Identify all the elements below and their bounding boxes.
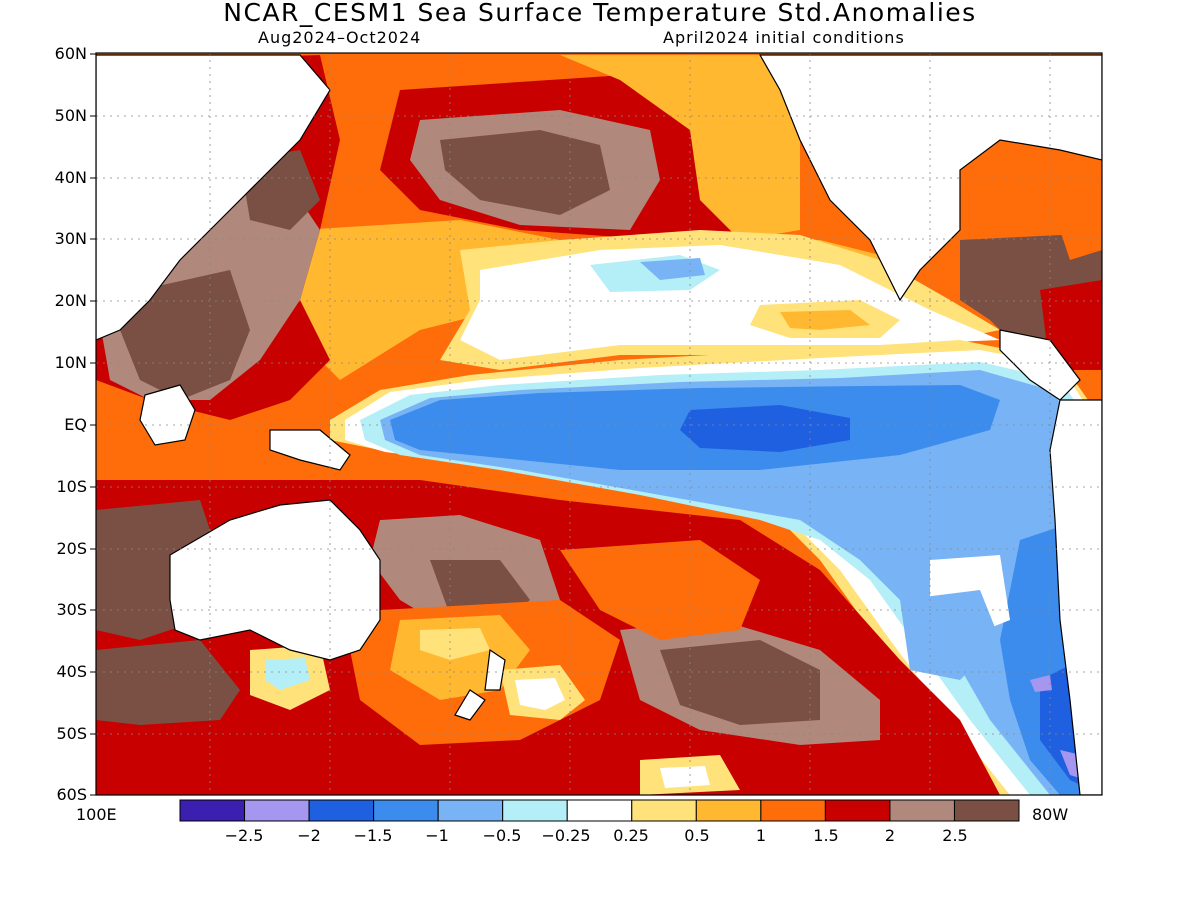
colorbar-tick: 1.5 bbox=[813, 826, 839, 845]
lat-label-20n: 20N bbox=[54, 291, 87, 310]
colorbar-tick: 2 bbox=[884, 826, 896, 845]
colorbar-swatch bbox=[373, 799, 439, 822]
australia bbox=[169, 499, 381, 661]
graticule bbox=[96, 53, 1102, 795]
colorbar-swatch bbox=[502, 799, 568, 822]
lat-ticks bbox=[90, 53, 96, 796]
colorbar-swatch bbox=[953, 799, 1020, 822]
colorbar-tick: −1 bbox=[425, 826, 449, 845]
colorbar-swatch bbox=[760, 799, 826, 822]
lat-label-40n: 40N bbox=[54, 168, 87, 187]
colorbar-swatch bbox=[244, 799, 310, 822]
neutral-band-north bbox=[440, 230, 1000, 370]
lat-label-40s: 40S bbox=[56, 662, 87, 681]
borneo bbox=[139, 384, 196, 446]
colorbar-tick: 0.25 bbox=[613, 826, 649, 845]
new-zealand-north bbox=[484, 648, 506, 691]
colorbar-tick: −1.5 bbox=[353, 826, 393, 845]
lat-label-10s: 10S bbox=[56, 477, 87, 496]
colorbar-swatch bbox=[889, 799, 955, 822]
lat-label-50n: 50N bbox=[54, 106, 87, 125]
lat-label-10n: 10N bbox=[54, 353, 87, 372]
colorbar-tick: −0.5 bbox=[482, 826, 522, 845]
colorbar-swatch bbox=[566, 799, 633, 822]
colorbar-tick: −0.25 bbox=[541, 826, 591, 845]
colorbar-tick: −2 bbox=[297, 826, 321, 845]
lon-label-left: 100E bbox=[76, 805, 117, 824]
lat-label-60s: 60S bbox=[56, 785, 87, 804]
colorbar-swatch bbox=[179, 799, 246, 822]
forecast-period: Aug2024–Oct2024 bbox=[258, 28, 422, 47]
south-america bbox=[1049, 399, 1102, 795]
lat-label-eq: EQ bbox=[64, 415, 87, 434]
chart-title: NCAR_CESM1 Sea Surface Temperature Std.A… bbox=[223, 0, 977, 27]
lat-label-60n: 60N bbox=[54, 44, 87, 63]
asia bbox=[96, 54, 331, 341]
colorbar-tick: −2.5 bbox=[224, 826, 264, 845]
lat-label-30s: 30S bbox=[56, 600, 87, 619]
colorbar-swatch bbox=[695, 799, 762, 822]
initial-conditions: April2024 initial conditions bbox=[663, 28, 905, 47]
map-frame bbox=[95, 52, 1103, 796]
lat-label-50s: 50S bbox=[56, 724, 87, 743]
colorbar-swatch bbox=[308, 799, 375, 822]
colorbar-swatch bbox=[437, 799, 504, 822]
colorbar-tick: 2.5 bbox=[942, 826, 968, 845]
new-zealand-south bbox=[454, 689, 486, 721]
lon-label-right: 80W bbox=[1032, 805, 1069, 824]
colorbar-swatch bbox=[631, 799, 697, 822]
colorbar-swatch bbox=[824, 799, 891, 822]
lat-label-20s: 20S bbox=[56, 539, 87, 558]
colorbar-tick: 1 bbox=[755, 826, 767, 845]
lat-label-30n: 30N bbox=[54, 229, 87, 248]
colorbar-tick: 0.5 bbox=[684, 826, 710, 845]
